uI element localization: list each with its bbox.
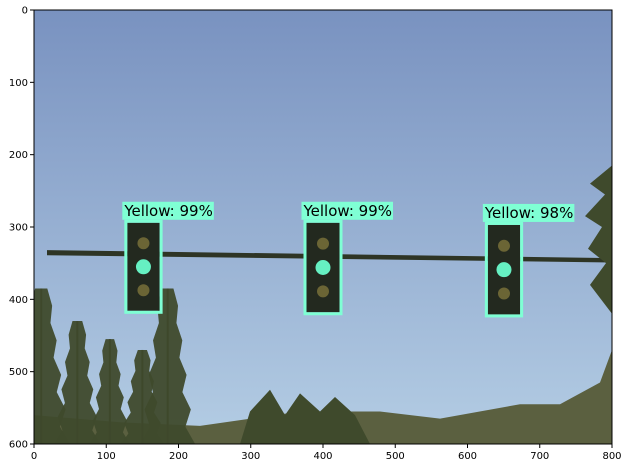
x-tick-label: 100 — [97, 451, 116, 462]
lamp-unlit — [137, 237, 150, 250]
x-tick-label: 300 — [241, 451, 260, 462]
tree-foliage — [120, 349, 165, 444]
lamp-lit — [135, 259, 151, 275]
tree-foliage — [54, 321, 101, 444]
tree-left-5 — [120, 349, 165, 444]
y-tick-label: 200 — [9, 150, 28, 161]
y-tick-label: 600 — [9, 440, 28, 451]
y-tick-label: 100 — [9, 78, 28, 89]
tree-left-2 — [54, 321, 101, 444]
bounding-box — [124, 219, 163, 314]
lamp-unlit — [317, 285, 329, 298]
x-tick-label: 400 — [313, 451, 332, 462]
lamp-unlit — [497, 239, 510, 252]
traffic-light-detection: Yellow: 99% — [122, 201, 214, 314]
bush-cluster — [240, 389, 370, 444]
x-tick-label: 500 — [386, 451, 405, 462]
detection-label: Yellow: 99% — [302, 202, 392, 220]
y-tick-label: 0 — [22, 6, 28, 17]
lamp-lit — [496, 262, 512, 278]
tree-left-3 — [89, 339, 131, 444]
lamp-unlit — [317, 237, 329, 250]
lamp-unlit — [137, 284, 150, 297]
lamp-unlit — [497, 287, 510, 300]
detection-label-bg — [122, 201, 214, 220]
lamp-lit — [315, 260, 331, 276]
y-tick-label: 400 — [9, 295, 28, 306]
detection-layer: Yellow: 99% Yellow: 99% Yellow: 98% — [122, 201, 575, 318]
tree-right — [585, 165, 612, 314]
hill — [34, 349, 612, 444]
tree-foliage — [89, 339, 131, 444]
traffic-light-detection: Yellow: 99% — [301, 201, 394, 316]
y-tick-label: 500 — [9, 367, 28, 378]
detection-label-bg — [301, 201, 394, 220]
detection-label: Yellow: 99% — [123, 202, 213, 220]
x-tick-label: 700 — [530, 451, 549, 462]
bounding-box — [303, 219, 343, 316]
traffic-light-detection: Yellow: 98% — [482, 203, 575, 318]
detection-label: Yellow: 98% — [484, 204, 574, 222]
x-axis: 0 100 200 300 400 500 600 700 800 — [31, 444, 622, 462]
camera-image: Yellow: 99% Yellow: 99% Yellow: 98% — [34, 10, 612, 444]
y-tick-label: 300 — [9, 223, 28, 234]
bounding-box — [484, 221, 524, 318]
tree-left-1 — [34, 288, 71, 444]
x-tick-label: 600 — [458, 451, 477, 462]
x-tick-label: 800 — [602, 451, 621, 462]
y-axis: 0 100 200 300 400 500 600 — [9, 6, 34, 451]
x-tick-label: 200 — [169, 451, 188, 462]
tree-foliage — [34, 288, 71, 444]
detection-label-bg — [482, 203, 575, 222]
x-tick-label: 0 — [31, 451, 37, 462]
